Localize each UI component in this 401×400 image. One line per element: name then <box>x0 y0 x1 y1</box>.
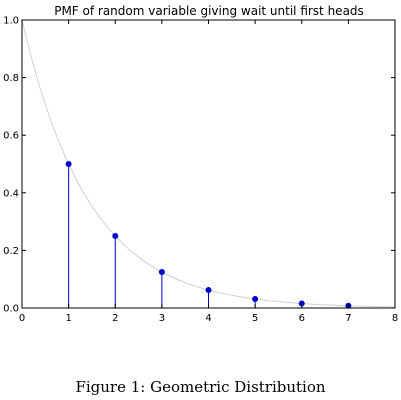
x-tick-label: 1 <box>65 313 71 324</box>
x-tick-label: 3 <box>159 313 165 324</box>
x-tick-label: 6 <box>299 313 305 324</box>
y-tick-label: 0.2 <box>3 246 19 257</box>
stem-marker <box>158 269 165 275</box>
y-tick-label: 0.0 <box>3 304 19 315</box>
plot-frame <box>21 19 396 309</box>
chart-title: PMF of random variable giving wait until… <box>54 4 364 18</box>
y-tick-label: 1.0 <box>3 16 19 27</box>
stem-layer <box>65 161 352 309</box>
tick-layer: 0 1 2 3 4 5 6 7 8 0.0 0.2 0.4 0.6 0.8 1.0 <box>3 16 398 325</box>
x-tick-label: 4 <box>205 313 211 324</box>
stem-marker <box>65 161 72 167</box>
figure-caption: Figure 1: Geometric Distribution <box>75 378 326 396</box>
y-tick-label: 0.6 <box>3 131 19 142</box>
y-tick-label: 0.8 <box>3 73 19 84</box>
reference-curve <box>21 19 396 308</box>
pmf-chart: PMF of random variable giving wait until… <box>3 4 398 325</box>
stem-marker <box>252 296 259 302</box>
curve-layer <box>21 19 396 308</box>
x-tick-label: 8 <box>392 313 398 324</box>
x-tick-label: 0 <box>19 313 25 324</box>
y-tick-label: 0.4 <box>3 188 19 199</box>
stem-marker <box>205 287 212 293</box>
stem-marker <box>112 233 119 239</box>
x-tick-label: 5 <box>252 313 258 324</box>
x-tick-label: 2 <box>112 313 118 324</box>
stem-marker <box>298 300 305 307</box>
x-tick-label: 7 <box>345 313 351 324</box>
